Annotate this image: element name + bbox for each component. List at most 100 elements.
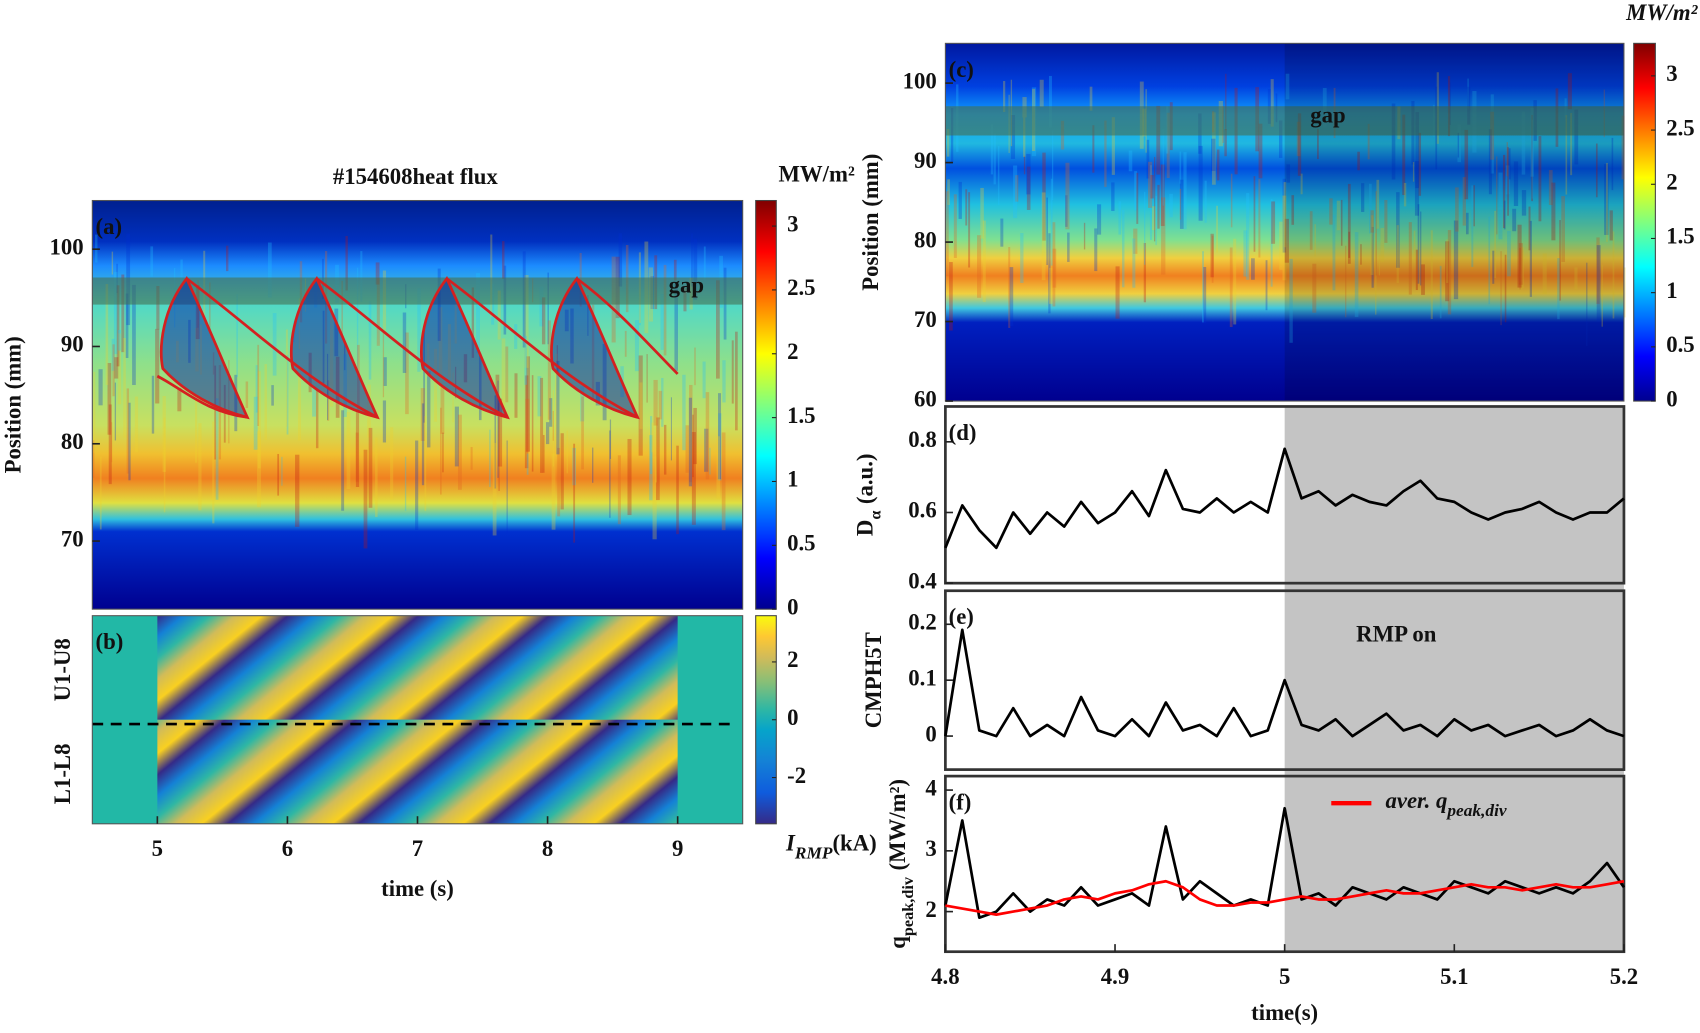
heatmap-streak	[1284, 218, 1289, 263]
heatmap-streak	[1083, 222, 1086, 250]
heatmap-streak	[1521, 190, 1527, 216]
heatmap-streak	[1204, 180, 1207, 223]
heatmap-streak	[1467, 78, 1469, 110]
heatmap-streak	[92, 440, 95, 478]
heatmap-streak	[382, 400, 387, 443]
colorbar-tick-label: 1.5	[1666, 224, 1694, 249]
heatmap-streak	[112, 344, 115, 397]
heatmap-streak	[663, 424, 667, 475]
heatmap-streak	[1253, 176, 1256, 252]
heatmap-streak	[123, 338, 126, 438]
heatmap-streak	[685, 425, 689, 473]
heatmap-streak	[539, 286, 544, 327]
heatmap-streak	[277, 453, 280, 496]
contour	[185, 277, 379, 419]
heatmap-streak	[506, 440, 508, 535]
heatmap-streak	[245, 381, 249, 409]
heatmap-streak	[718, 413, 722, 481]
heatmap-streak	[424, 416, 427, 511]
heatmap-streak	[1396, 225, 1399, 284]
panel-label: (e)	[949, 604, 974, 629]
heatmap-streak	[609, 430, 611, 518]
y-axis-label: qpeak,div (MW/m²)	[885, 779, 917, 949]
heatmap-streak	[1216, 205, 1218, 253]
contour	[550, 276, 640, 420]
heatmap-streak	[1023, 155, 1026, 175]
heatmap-streak	[298, 368, 301, 441]
heatmap-streak	[1243, 230, 1248, 277]
heatmap-streak	[560, 433, 564, 510]
heatmap-streak	[218, 365, 222, 460]
heatmap-streak	[721, 432, 726, 531]
heatmap-streak	[1340, 199, 1343, 246]
y-tick-label: 0.8	[908, 427, 936, 452]
heatmap-streak	[226, 245, 229, 272]
heatmap-streak	[1530, 107, 1534, 177]
contours	[185, 277, 679, 419]
heatmap-streak	[1490, 111, 1495, 160]
heatmap-streak	[1246, 193, 1250, 280]
heatmap-streak	[965, 189, 968, 226]
heatmap-streak	[341, 280, 343, 337]
heatmap-streak	[1378, 255, 1380, 276]
heatmap-streak	[1612, 231, 1615, 319]
heatmap-streak	[375, 262, 380, 285]
colorbar-tick-label: 0	[787, 594, 798, 619]
heatmap-streak	[99, 456, 102, 530]
heatmap-streak	[108, 404, 112, 485]
heatmap-streak	[1367, 123, 1370, 160]
heatmap-streak	[150, 246, 154, 277]
heatmap-streak	[1518, 243, 1523, 285]
heatmap-streak	[1316, 128, 1319, 160]
x-tick-label: 5.1	[1440, 964, 1468, 989]
heatmap-streak	[1467, 86, 1471, 125]
legend-label: aver. qpeak,div	[1385, 788, 1506, 820]
heatmap-streak	[526, 453, 529, 475]
colorbar-label-part: I	[785, 831, 796, 856]
heatmap-streak	[1148, 161, 1153, 208]
colorbar-tick-label: 1	[1666, 278, 1677, 303]
heatmap-streak	[151, 375, 155, 434]
heatmap-streak	[980, 187, 984, 239]
heatmap-streak	[1144, 191, 1146, 265]
plot-frame	[944, 405, 1626, 585]
heatmap-streak	[542, 435, 545, 473]
colorbar-tick-label: -2	[787, 763, 806, 788]
heatmap-streak	[1519, 247, 1524, 289]
heatmap-streak	[1621, 115, 1625, 180]
heatmap-streak	[580, 386, 585, 422]
heatmap-streak	[1513, 161, 1519, 206]
heatmap-streak	[1465, 212, 1469, 235]
series-line	[944, 447, 1625, 550]
heatmap-streak	[1282, 195, 1287, 281]
heatmap-streak	[285, 329, 288, 427]
heatmap-streak	[1420, 211, 1422, 286]
rmp-shading	[1284, 43, 1624, 402]
heatmap-streak	[111, 338, 115, 371]
heatmap-streak	[949, 262, 953, 331]
heatmap-streak	[1211, 138, 1216, 172]
heatmap-streak	[375, 437, 378, 517]
heatmap-streak	[1202, 251, 1205, 323]
y-tick-label: 100	[903, 68, 937, 93]
heatmap-streak	[1150, 174, 1154, 199]
axis-label-part: (a.u.)	[853, 454, 878, 505]
heatmap-streak	[390, 427, 394, 500]
heatmap-streak	[947, 179, 950, 205]
heatmap-streak	[1361, 183, 1365, 212]
heatmap-streak	[1161, 197, 1166, 275]
x-tick-label: 5	[152, 836, 163, 861]
heatmap-streak	[1039, 79, 1044, 107]
heatmap-streak	[1623, 267, 1626, 318]
x-tick-label: 5	[1279, 964, 1290, 989]
panel-label: (a)	[96, 214, 123, 239]
heatmap-streak	[1449, 82, 1451, 126]
heatmap-streak	[1279, 221, 1283, 270]
heatmap-streak	[638, 355, 643, 456]
heatmap-streak	[709, 447, 711, 475]
heatmap-streak	[117, 333, 122, 405]
heatmap-streak	[1611, 137, 1614, 191]
heatmap-streak	[547, 320, 551, 420]
heatmap-streak	[360, 251, 363, 302]
heatmap-streak	[1271, 201, 1276, 244]
